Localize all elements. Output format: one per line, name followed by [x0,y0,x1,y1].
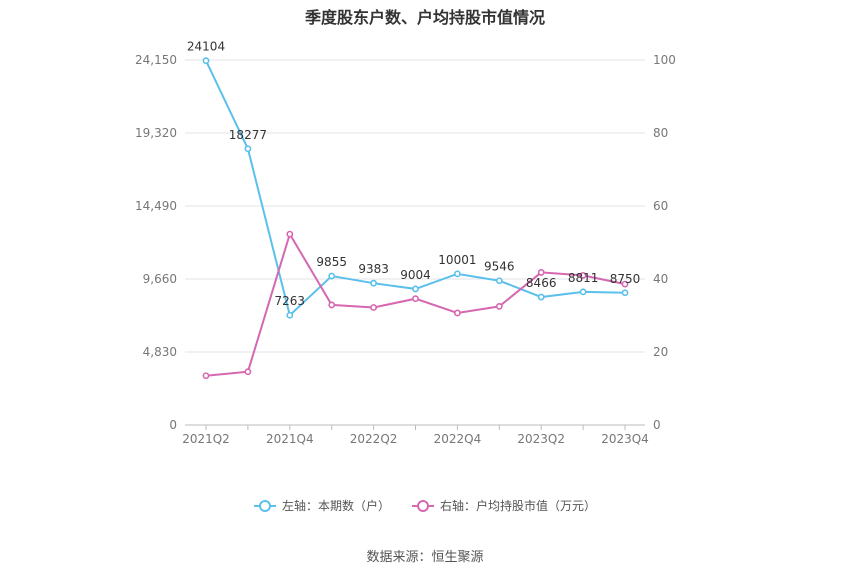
data-point [537,269,545,276]
data-point [579,271,587,279]
axes: 0 4,830 9,660 14,490 19,320 24,150 0 20 40 60 80 10… [135,53,676,446]
y-right-tick-label: 20 [653,345,668,359]
y-left-tick-label: 4,830 [143,345,177,359]
data-point [453,309,461,317]
y-right-tick-label: 100 [653,53,676,67]
data-point [621,289,629,297]
data-label: 9383 [358,262,389,276]
data-label: 8466 [526,276,557,290]
data-label: 8750 [610,272,641,286]
y-right-tick-label: 40 [653,272,668,286]
series-lines [202,57,629,380]
data-source: 数据来源：恒生聚源 [366,550,484,565]
data-point [202,57,210,65]
data-label: 18277 [229,128,267,142]
data-point [537,293,545,301]
data-point [202,372,210,380]
y-right-tick-label: 60 [653,199,668,213]
data-point [412,285,419,293]
chart-title: 季度股东户数、户均持股市值情况 [304,8,545,27]
data-point [495,302,503,310]
x-tick-label: 2022Q2 [350,432,398,446]
legend-marker-households [253,499,276,512]
data-label: 8811 [568,271,599,285]
x-tick-label: 2021Q4 [266,432,314,446]
data-label: 7263 [275,294,306,308]
data-label: 9855 [316,255,347,269]
x-tick-label: 2023Q2 [517,432,565,446]
data-point [286,230,294,238]
data-point [579,288,587,296]
data-point [621,280,629,288]
data-label: 24104 [187,40,225,54]
data-label: 10001 [438,253,476,267]
data-label: 9546 [484,260,515,274]
y-left-tick-label: 9,660 [143,272,177,286]
data-point [286,311,294,319]
legend-marker-avg-value [412,499,434,512]
data-point [370,304,377,311]
data-point [412,295,419,303]
data-point [244,145,252,153]
legend: 左轴：本期数（户） 右轴：户均持股市值（万元） [0,497,850,514]
legend-item-households[interactable]: 左轴：本期数（户） [253,497,390,514]
data-point [370,279,377,287]
data-point [495,277,503,285]
y-left-tick-label: 14,490 [135,199,177,213]
x-tick-label: 2022Q4 [434,432,482,446]
series-line [205,231,626,377]
legend-label-households: 左轴：本期数（户） [281,499,390,513]
data-point [453,270,461,278]
data-label: 9004 [400,268,431,282]
data-point [328,301,336,309]
y-right-tick-label: 80 [653,126,668,140]
x-tick-label: 2023Q4 [601,432,649,446]
data-point [244,368,252,376]
y-left-tick-label: 19,320 [135,126,177,140]
legend-item-avg-value[interactable]: 右轴：户均持股市值（万元） [412,497,596,514]
x-tick-label: 2021Q2 [182,432,230,446]
chart-plot: 0 4,830 9,660 14,490 19,320 24,150 0 20 40 60 80 10… [135,40,676,446]
y-left-tick-label: 24,150 [135,53,177,67]
y-right-tick-label: 0 [653,418,661,432]
data-labels: 24104 18277 7263 9855 9383 9004 10001 9546 8466 8… [187,40,640,309]
data-point [328,272,336,280]
gridlines [185,59,645,353]
y-left-tick-label: 0 [169,418,177,432]
legend-label-avg-value: 右轴：户均持股市值（万元） [440,499,597,513]
